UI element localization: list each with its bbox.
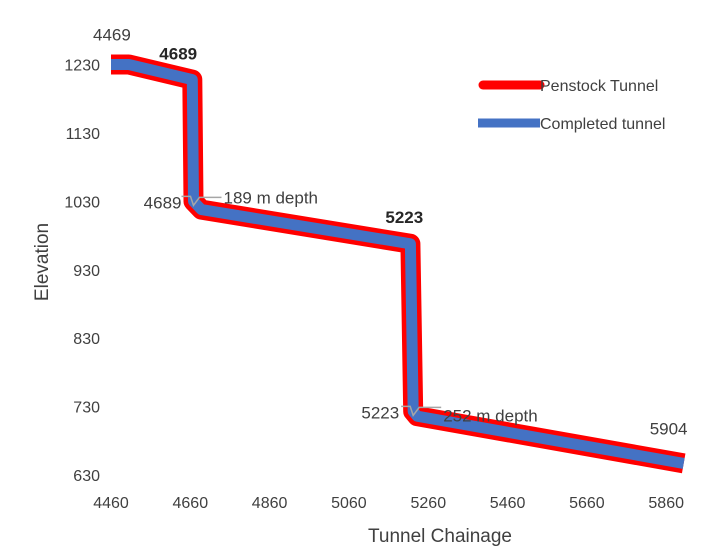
x-tick-label: 5260 bbox=[411, 495, 447, 512]
legend-label-completed-tunnel: Completed tunnel bbox=[540, 116, 665, 133]
series-layer bbox=[111, 54, 686, 474]
x-tick-label: 5660 bbox=[569, 495, 605, 512]
legend-label-penstock-tunnel: Penstock Tunnel bbox=[540, 78, 658, 95]
x-axis-title: Tunnel Chainage bbox=[368, 526, 512, 546]
callout-leader-line bbox=[181, 195, 222, 207]
y-tick-label: 1030 bbox=[64, 194, 100, 211]
annotations: 4469 4689 4689 189 m depth 5223 5223 252 m dep… bbox=[93, 26, 688, 439]
y-tick-labels: 630 730 830 930 1030 1130 1230 bbox=[64, 58, 100, 486]
x-tick-label: 4660 bbox=[173, 495, 209, 512]
y-tick-label: 1130 bbox=[66, 126, 101, 143]
data-label: 252 m depth bbox=[443, 406, 538, 425]
y-tick-label: 1230 bbox=[64, 58, 100, 75]
data-label: 4689 bbox=[144, 193, 182, 212]
x-tick-label: 5860 bbox=[648, 495, 684, 512]
x-tick-label: 5460 bbox=[490, 495, 526, 512]
x-tick-label: 4460 bbox=[93, 495, 129, 512]
data-label: 4689 bbox=[159, 45, 197, 64]
series-line-completed-tunnel bbox=[111, 59, 685, 469]
data-label: 5223 bbox=[385, 208, 423, 227]
x-tick-label: 5060 bbox=[331, 495, 367, 512]
data-label: 4469 bbox=[93, 26, 131, 45]
data-label: 5904 bbox=[650, 419, 688, 438]
x-tick-label: 4860 bbox=[252, 495, 288, 512]
y-tick-label: 830 bbox=[73, 331, 100, 348]
y-axis-title: Elevation bbox=[32, 223, 53, 301]
y-tick-label: 930 bbox=[73, 263, 100, 280]
data-label: 5223 bbox=[361, 403, 399, 422]
legend: Penstock Tunnel Completed tunnel bbox=[478, 78, 665, 133]
y-tick-label: 630 bbox=[73, 468, 100, 485]
x-tick-labels: 4460 4660 4860 5060 5260 5460 5660 5860 bbox=[93, 495, 684, 512]
callout-leader-line bbox=[401, 405, 442, 417]
y-tick-label: 730 bbox=[73, 400, 100, 417]
data-label: 189 m depth bbox=[224, 188, 319, 207]
